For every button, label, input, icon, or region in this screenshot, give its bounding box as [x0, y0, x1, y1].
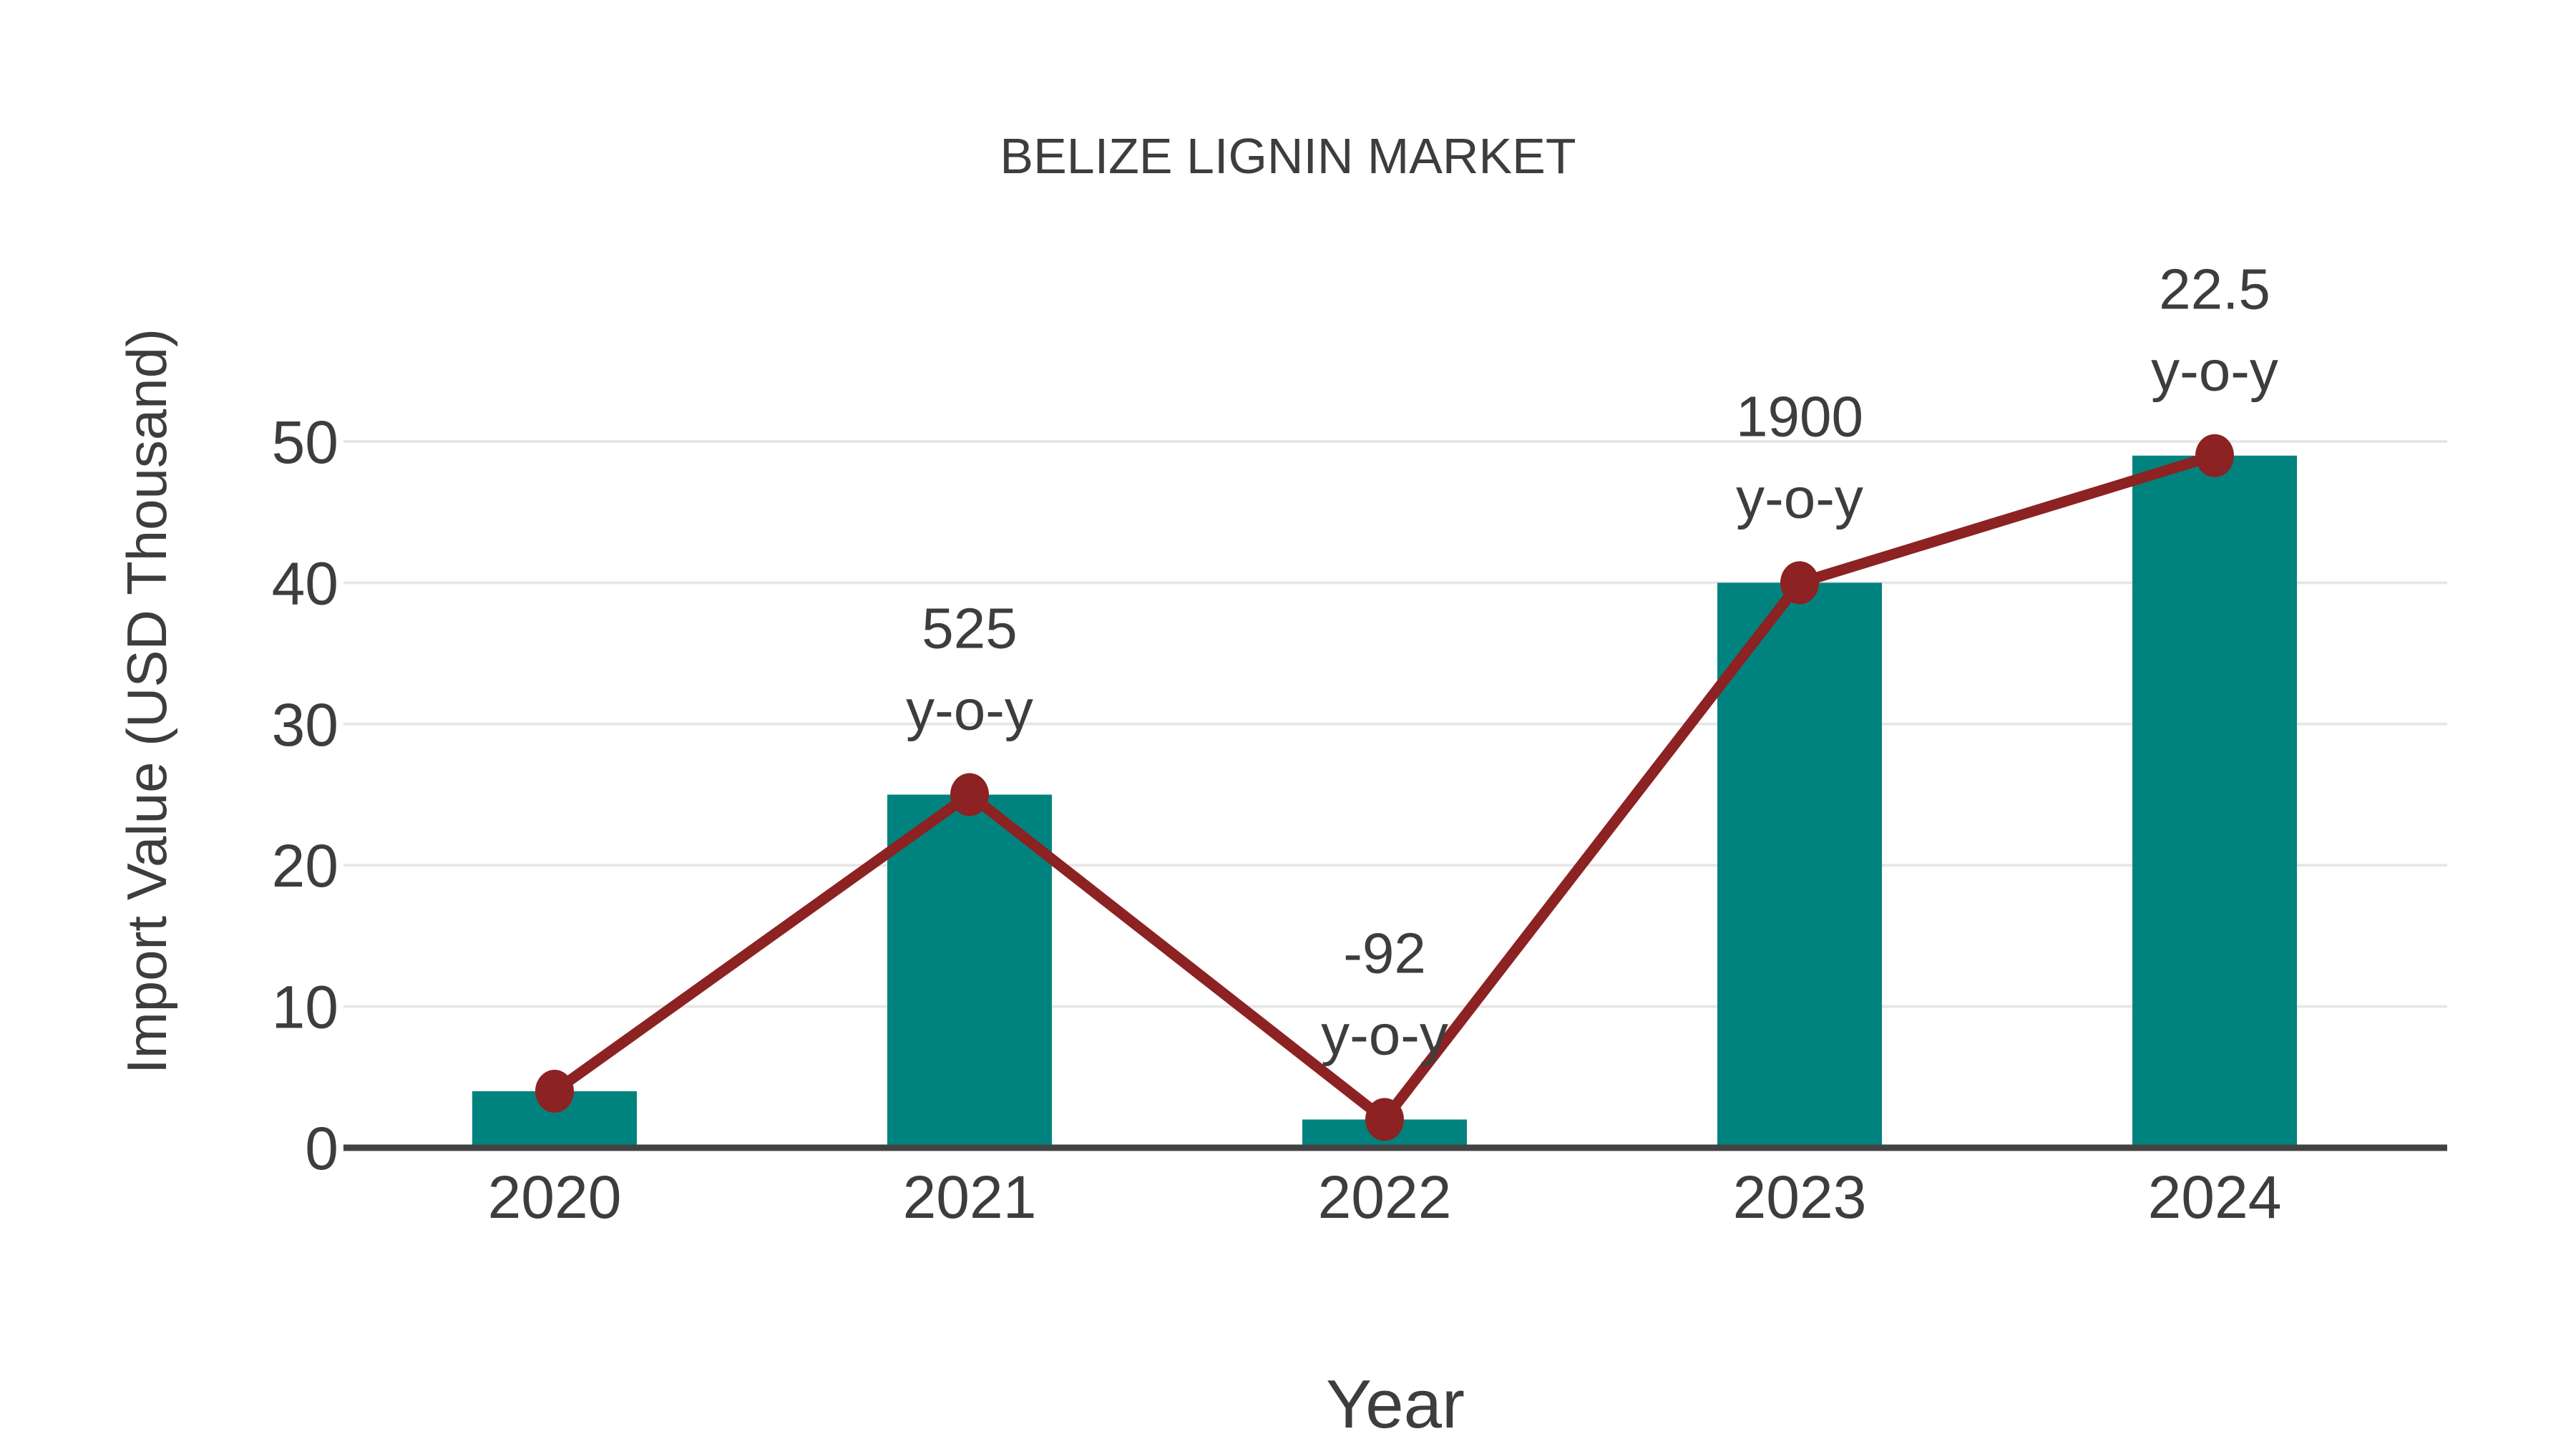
bar-2024: [2132, 455, 2297, 1148]
chart-title: BELIZE LIGNIN MARKET: [1000, 128, 1576, 184]
line-marker-2020: [535, 1070, 574, 1113]
bar-2023: [1717, 582, 1882, 1148]
line-marker-2021: [950, 773, 989, 816]
line-markers-group: [535, 434, 2234, 1141]
x-tick-label-2023: 2023: [1733, 1163, 1867, 1231]
annotation-suffix-2022: y-o-y: [1321, 1003, 1448, 1067]
x-tick-label-2021: 2021: [903, 1163, 1037, 1231]
y-tick-label-40: 40: [272, 550, 338, 617]
bar-2021: [887, 794, 1052, 1148]
y-axis-title: Import Value (USD Thousand): [115, 328, 178, 1074]
y-tick-labels-group: 0 10 20 30 40 50: [272, 409, 338, 1182]
y-tick-label-30: 30: [272, 691, 338, 758]
line-marker-2022: [1365, 1098, 1404, 1141]
line-marker-2024: [2195, 434, 2234, 477]
y-tick-label-50: 50: [272, 409, 338, 476]
x-tick-label-2022: 2022: [1318, 1163, 1452, 1231]
x-axis-title: Year: [1326, 1366, 1465, 1443]
line-marker-2023: [1780, 561, 1819, 605]
annotation-value-2022: -92: [1343, 922, 1426, 985]
annotations-group: 525 y-o-y -92 y-o-y 1900 y-o-y 22.5 y-o-y: [906, 258, 2278, 1067]
annotation-suffix-2023: y-o-y: [1736, 466, 1863, 530]
annotation-value-2024: 22.5: [2159, 258, 2270, 321]
x-tick-label-2024: 2024: [2148, 1163, 2282, 1231]
annotation-suffix-2021: y-o-y: [906, 678, 1033, 742]
gridlines-group: [343, 440, 2447, 1008]
y-tick-label-0: 0: [305, 1115, 338, 1182]
annotation-value-2021: 525: [922, 597, 1017, 660]
annotation-value-2023: 1900: [1736, 384, 1863, 448]
annotation-suffix-2024: y-o-y: [2151, 339, 2278, 403]
x-tick-label-2020: 2020: [488, 1163, 622, 1231]
x-tick-labels-group: 2020 2021 2022 2023 2024: [488, 1163, 2282, 1231]
y-tick-label-10: 10: [272, 974, 338, 1041]
y-tick-label-20: 20: [272, 832, 338, 899]
